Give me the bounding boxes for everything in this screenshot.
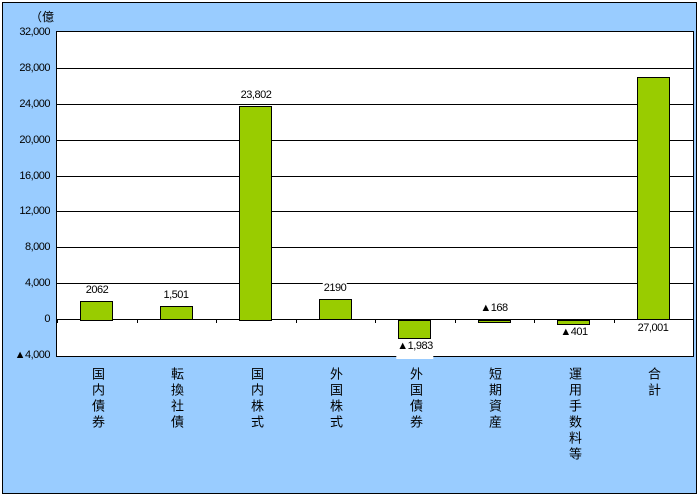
bar xyxy=(398,320,431,339)
category-label: 運用手数料等 xyxy=(567,367,582,463)
value-label: 2190 xyxy=(322,282,348,295)
y-tick-label: 20,000 xyxy=(19,134,50,146)
y-tick-label: 28,000 xyxy=(19,62,50,74)
gridline xyxy=(57,140,693,141)
y-tick-label: 0 xyxy=(44,313,50,325)
bar xyxy=(160,306,193,320)
x-axis-tick xyxy=(57,320,58,323)
bar xyxy=(557,320,590,325)
gridline xyxy=(57,247,693,248)
gridline xyxy=(57,104,693,105)
x-axis-tick xyxy=(137,320,138,323)
category-label: 外国株式 xyxy=(328,367,343,431)
bar xyxy=(319,299,352,320)
category-label: 転換社債 xyxy=(169,367,184,431)
value-label: 23,802 xyxy=(239,89,273,102)
gridline xyxy=(57,283,693,284)
value-label: 2062 xyxy=(84,284,110,297)
x-axis-tick xyxy=(296,320,297,323)
y-tick-label: 16,000 xyxy=(19,170,50,182)
bar xyxy=(80,301,113,321)
bar xyxy=(239,106,272,321)
gridline xyxy=(57,176,693,177)
y-tick-label: 24,000 xyxy=(19,98,50,110)
value-label: ▲168 xyxy=(479,302,509,315)
y-tick-label: 12,000 xyxy=(19,205,50,217)
y-tick-label: 4,000 xyxy=(24,277,51,289)
x-axis-tick xyxy=(375,320,376,323)
value-label: ▲1,983 xyxy=(396,340,434,359)
bar xyxy=(637,77,670,320)
plot-area xyxy=(56,31,694,357)
value-label: ▲401 xyxy=(559,326,589,345)
category-label: 合計 xyxy=(646,367,661,399)
category-label: 国内株式 xyxy=(249,367,264,431)
x-axis-tick xyxy=(534,320,535,323)
value-label: 27,001 xyxy=(636,322,670,341)
y-tick-label: 32,000 xyxy=(19,26,50,38)
y-tick-label: ▲4,000 xyxy=(14,349,51,361)
category-label: 国内債券 xyxy=(90,367,105,431)
gridline xyxy=(57,68,693,69)
gridline xyxy=(57,211,693,212)
x-axis-tick xyxy=(614,320,615,323)
zero-axis-line xyxy=(57,319,693,320)
value-label: 1,501 xyxy=(162,289,190,302)
y-tick-label: 8,000 xyxy=(24,241,51,253)
category-label: 外国債券 xyxy=(408,367,423,431)
category-label: 短期資産 xyxy=(487,367,502,431)
x-axis-tick xyxy=(693,320,694,323)
x-axis-tick xyxy=(216,320,217,323)
y-axis-unit-label: （億 xyxy=(30,10,55,24)
x-axis-tick xyxy=(455,320,456,323)
bar xyxy=(478,320,511,323)
